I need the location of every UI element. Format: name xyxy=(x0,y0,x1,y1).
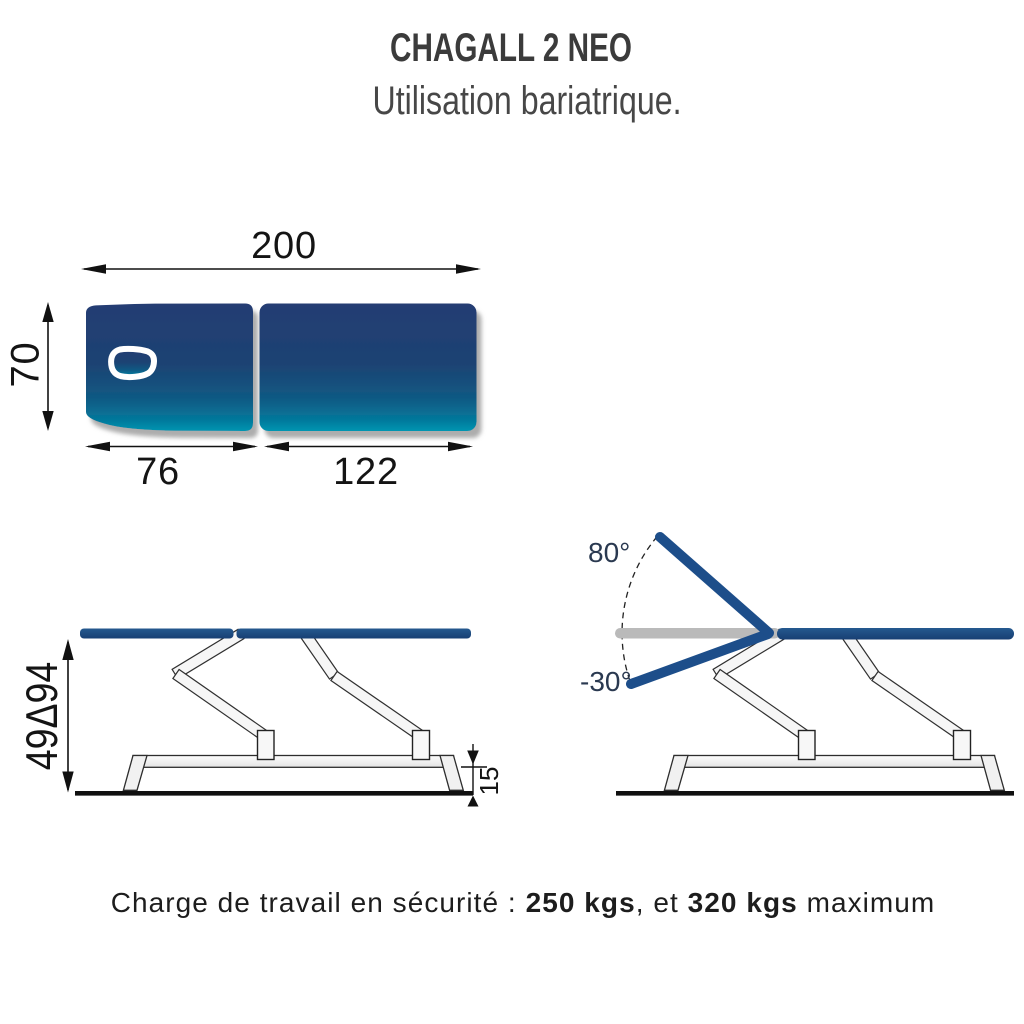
svg-text:CHAGALL 2 NEO: CHAGALL 2 NEO xyxy=(390,26,632,70)
svg-text:-30°: -30° xyxy=(580,666,632,697)
svg-text:80°: 80° xyxy=(588,537,630,568)
svg-text:Utilisation bariatrique.: Utilisation bariatrique. xyxy=(373,79,682,123)
svg-text:15: 15 xyxy=(474,767,504,796)
svg-text:76: 76 xyxy=(136,451,180,493)
svg-text:Charge de travail en sécurité: Charge de travail en sécurité : 250 kgs,… xyxy=(111,887,936,918)
svg-text:70: 70 xyxy=(4,341,48,387)
svg-text:200: 200 xyxy=(251,225,317,267)
svg-text:49Δ94: 49Δ94 xyxy=(17,662,67,770)
svg-text:122: 122 xyxy=(333,451,399,493)
